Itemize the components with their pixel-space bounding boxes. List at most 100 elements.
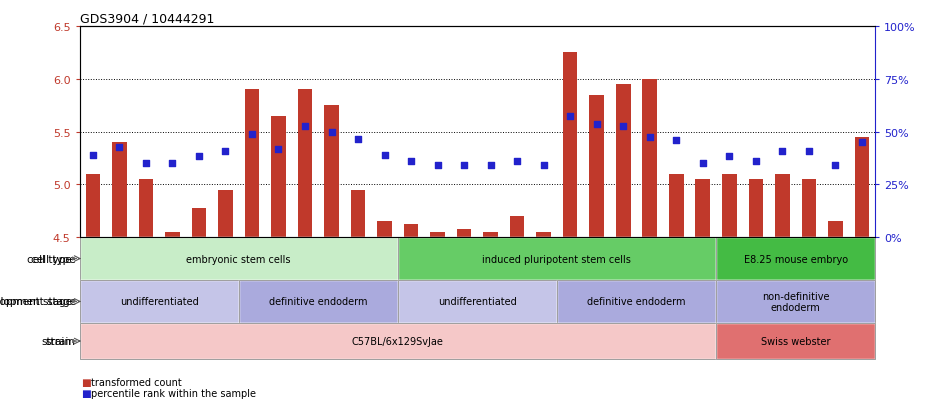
Bar [80, 237, 398, 280]
Point [828, 163, 843, 169]
Point [855, 140, 870, 146]
Text: embryonic stem cells: embryonic stem cells [186, 254, 291, 264]
Bar [749, 180, 763, 237]
Text: Swiss webster: Swiss webster [761, 336, 830, 346]
Point [112, 145, 127, 151]
Text: definitive endoderm: definitive endoderm [269, 297, 368, 307]
Bar [716, 323, 875, 359]
Point [801, 148, 816, 154]
Text: undifferentiated: undifferentiated [120, 297, 198, 307]
Text: cell type: cell type [27, 254, 72, 264]
Text: C57BL/6x129SvJae: C57BL/6x129SvJae [352, 336, 444, 346]
Point [669, 137, 684, 144]
Bar [590, 95, 604, 237]
Bar [112, 143, 126, 237]
Bar [80, 280, 239, 323]
Bar [457, 229, 472, 237]
Bar [801, 180, 816, 237]
Bar [510, 216, 524, 237]
Text: development stage: development stage [0, 297, 76, 307]
Point [139, 161, 154, 167]
Bar [165, 232, 180, 237]
Bar [80, 280, 239, 323]
Text: development stage: development stage [0, 297, 72, 307]
Bar [398, 280, 557, 323]
Bar [642, 80, 657, 237]
Text: ■: ■ [81, 377, 91, 387]
Bar [557, 280, 716, 323]
Bar [855, 138, 870, 237]
Bar [80, 323, 716, 359]
Point [616, 123, 631, 130]
Bar [85, 174, 100, 237]
Point [165, 161, 180, 167]
Point [749, 158, 764, 165]
Bar [324, 106, 339, 237]
Point [695, 161, 710, 167]
Bar [431, 232, 445, 237]
Bar [716, 280, 875, 323]
Bar [398, 237, 716, 280]
Text: definitive endoderm: definitive endoderm [587, 297, 686, 307]
Text: cell type: cell type [31, 254, 76, 264]
Bar [80, 237, 398, 280]
Bar [398, 280, 557, 323]
Bar [398, 237, 716, 280]
Text: strain: strain [41, 336, 72, 346]
Point [324, 129, 339, 135]
Point [483, 163, 498, 169]
Bar [557, 280, 716, 323]
Point [510, 158, 525, 165]
Point [218, 148, 233, 154]
Bar [139, 180, 154, 237]
Bar [695, 180, 710, 237]
Bar [716, 237, 875, 280]
Point [590, 121, 605, 128]
Bar [218, 190, 233, 237]
Text: undifferentiated: undifferentiated [438, 297, 517, 307]
Bar [239, 280, 398, 323]
Bar [536, 232, 551, 237]
Text: transformed count: transformed count [91, 377, 182, 387]
Bar [483, 232, 498, 237]
Bar [716, 237, 875, 280]
Point [722, 153, 737, 160]
Point [271, 147, 286, 153]
Point [377, 152, 392, 159]
Text: strain: strain [46, 336, 76, 346]
Bar [716, 323, 875, 359]
Point [457, 163, 472, 169]
Point [563, 113, 578, 120]
Bar [716, 280, 875, 323]
Text: non-definitive
endoderm: non-definitive endoderm [762, 291, 829, 313]
Point [642, 134, 657, 141]
Point [431, 163, 446, 169]
Text: induced pluripotent stem cells: induced pluripotent stem cells [482, 254, 632, 264]
Bar [377, 222, 392, 237]
Text: GDS3904 / 10444291: GDS3904 / 10444291 [80, 13, 214, 26]
Text: ■: ■ [81, 388, 91, 398]
Bar [722, 174, 737, 237]
Bar [80, 323, 716, 359]
Point [85, 152, 100, 159]
Point [775, 148, 790, 154]
Text: E8.25 mouse embryo: E8.25 mouse embryo [743, 254, 848, 264]
Bar [669, 174, 683, 237]
Bar [828, 222, 842, 237]
Bar [239, 280, 398, 323]
Bar [403, 225, 418, 237]
Bar [616, 85, 631, 237]
Bar [298, 90, 313, 237]
Bar [563, 53, 578, 237]
Point [351, 136, 366, 143]
Point [244, 131, 259, 138]
Text: percentile rank within the sample: percentile rank within the sample [91, 388, 256, 398]
Bar [775, 174, 790, 237]
Bar [244, 90, 259, 237]
Bar [192, 208, 206, 237]
Bar [351, 190, 365, 237]
Point [192, 153, 207, 160]
Point [536, 163, 551, 169]
Point [403, 158, 418, 165]
Point [298, 123, 313, 130]
